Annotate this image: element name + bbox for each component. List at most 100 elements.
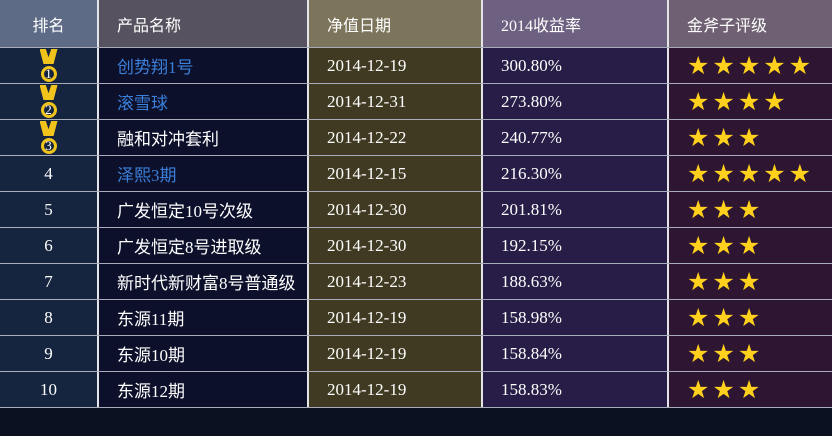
- medal-ring-icon: 2: [40, 102, 57, 118]
- product-name-cell: 东源10期: [99, 336, 309, 371]
- product-name-link[interactable]: 东源11期: [117, 310, 185, 329]
- medal-ribbon-icon: [39, 49, 58, 64]
- rating-cell: ★★★: [669, 300, 832, 335]
- star-rating-icon: ★★★: [687, 302, 764, 332]
- table-row: 2 滚雪球 2014-12-31 273.80% ★★★★: [0, 83, 832, 119]
- rating-cell: ★★★★★: [669, 156, 832, 191]
- product-name-link[interactable]: 融和对冲套利: [117, 130, 219, 149]
- product-name-cell: 融和对冲套利: [99, 120, 309, 155]
- return-cell: 158.84%: [483, 336, 669, 371]
- rank-number: 8: [44, 307, 53, 327]
- rank-cell: 6: [0, 228, 99, 263]
- rank-number: 10: [40, 379, 57, 399]
- star-rating-icon: ★★★: [687, 122, 764, 152]
- rating-cell: ★★★: [669, 372, 832, 407]
- header-rating: 金斧子评级: [669, 0, 832, 47]
- table-row: 5 广发恒定10号次级 2014-12-30 201.81% ★★★: [0, 191, 832, 227]
- rating-cell: ★★★★★: [669, 48, 832, 83]
- medal-icon: 3: [36, 121, 62, 154]
- medal-ring-icon: 3: [40, 138, 57, 154]
- table-row: 10 东源12期 2014-12-19 158.83% ★★★: [0, 371, 832, 407]
- product-name-cell: 东源12期: [99, 372, 309, 407]
- nav-date-cell: 2014-12-30: [309, 192, 483, 227]
- medal-ring-icon: 1: [40, 66, 57, 82]
- return-cell: 216.30%: [483, 156, 669, 191]
- product-name-cell: 新时代新财富8号普通级: [99, 264, 309, 299]
- star-rating-icon: ★★★: [687, 194, 764, 224]
- rank-cell: 1: [0, 48, 99, 83]
- rank-cell: 5: [0, 192, 99, 227]
- product-name-cell: 广发恒定8号进取级: [99, 228, 309, 263]
- return-cell: 201.81%: [483, 192, 669, 227]
- rank-cell: 7: [0, 264, 99, 299]
- table-row: 4 泽熙3期 2014-12-15 216.30% ★★★★★: [0, 155, 832, 191]
- table-header: 排名 产品名称 净值日期 2014收益率 金斧子评级: [0, 0, 832, 47]
- product-name-link[interactable]: 滚雪球: [117, 94, 168, 113]
- return-cell: 240.77%: [483, 120, 669, 155]
- product-name-link[interactable]: 泽熙3期: [117, 166, 177, 185]
- table-row: 1 创势翔1号 2014-12-19 300.80% ★★★★★: [0, 47, 832, 83]
- table-row: 8 东源11期 2014-12-19 158.98% ★★★: [0, 299, 832, 335]
- table-row: 3 融和对冲套利 2014-12-22 240.77% ★★★: [0, 119, 832, 155]
- product-name-cell: 广发恒定10号次级: [99, 192, 309, 227]
- product-name-cell: 泽熙3期: [99, 156, 309, 191]
- star-rating-icon: ★★★: [687, 374, 764, 404]
- rank-cell: 4: [0, 156, 99, 191]
- product-name-link[interactable]: 新时代新财富8号普通级: [117, 274, 296, 293]
- rank-number: 4: [44, 163, 53, 183]
- rank-number: 7: [44, 271, 53, 291]
- medal-ribbon-icon: [39, 85, 58, 100]
- table-row: 6 广发恒定8号进取级 2014-12-30 192.15% ★★★: [0, 227, 832, 263]
- star-rating-icon: ★★★★: [687, 86, 789, 116]
- header-product-name: 产品名称: [99, 0, 309, 47]
- rank-number: 5: [44, 199, 53, 219]
- rank-cell: 2: [0, 84, 99, 119]
- nav-date-cell: 2014-12-15: [309, 156, 483, 191]
- table-row: 7 新时代新财富8号普通级 2014-12-23 188.63% ★★★: [0, 263, 832, 299]
- product-name-link[interactable]: 东源12期: [117, 382, 185, 401]
- rating-cell: ★★★: [669, 336, 832, 371]
- rating-cell: ★★★: [669, 192, 832, 227]
- header-rank: 排名: [0, 0, 99, 47]
- table-row: 9 东源10期 2014-12-19 158.84% ★★★: [0, 335, 832, 371]
- product-name-link[interactable]: 广发恒定8号进取级: [117, 238, 262, 257]
- return-cell: 158.83%: [483, 372, 669, 407]
- nav-date-cell: 2014-12-22: [309, 120, 483, 155]
- rank-cell: 9: [0, 336, 99, 371]
- header-nav-date: 净值日期: [309, 0, 483, 47]
- product-name-link[interactable]: 创势翔1号: [117, 58, 194, 77]
- product-name-link[interactable]: 东源10期: [117, 346, 185, 365]
- rating-cell: ★★★★: [669, 84, 832, 119]
- table-body: 1 创势翔1号 2014-12-19 300.80% ★★★★★ 2 滚雪球 2…: [0, 47, 832, 407]
- medal-icon: 1: [36, 49, 62, 82]
- nav-date-cell: 2014-12-31: [309, 84, 483, 119]
- nav-date-cell: 2014-12-19: [309, 372, 483, 407]
- nav-date-cell: 2014-12-19: [309, 48, 483, 83]
- return-cell: 300.80%: [483, 48, 669, 83]
- bottom-bar: [0, 407, 832, 435]
- rank-number: 6: [44, 235, 53, 255]
- return-cell: 273.80%: [483, 84, 669, 119]
- product-name-cell: 创势翔1号: [99, 48, 309, 83]
- return-cell: 192.15%: [483, 228, 669, 263]
- nav-date-cell: 2014-12-19: [309, 300, 483, 335]
- star-rating-icon: ★★★: [687, 338, 764, 368]
- rating-cell: ★★★: [669, 264, 832, 299]
- rank-cell: 3: [0, 120, 99, 155]
- star-rating-icon: ★★★★★: [687, 158, 815, 188]
- header-return-2014: 2014收益率: [483, 0, 669, 47]
- product-name-link[interactable]: 广发恒定10号次级: [117, 202, 253, 221]
- product-name-cell: 东源11期: [99, 300, 309, 335]
- star-rating-icon: ★★★: [687, 266, 764, 296]
- medal-ribbon-icon: [39, 121, 58, 136]
- product-name-cell: 滚雪球: [99, 84, 309, 119]
- return-cell: 188.63%: [483, 264, 669, 299]
- rank-cell: 10: [0, 372, 99, 407]
- nav-date-cell: 2014-12-30: [309, 228, 483, 263]
- rank-cell: 8: [0, 300, 99, 335]
- star-rating-icon: ★★★★★: [687, 50, 815, 80]
- rating-cell: ★★★: [669, 120, 832, 155]
- rating-cell: ★★★: [669, 228, 832, 263]
- medal-icon: 2: [36, 85, 62, 118]
